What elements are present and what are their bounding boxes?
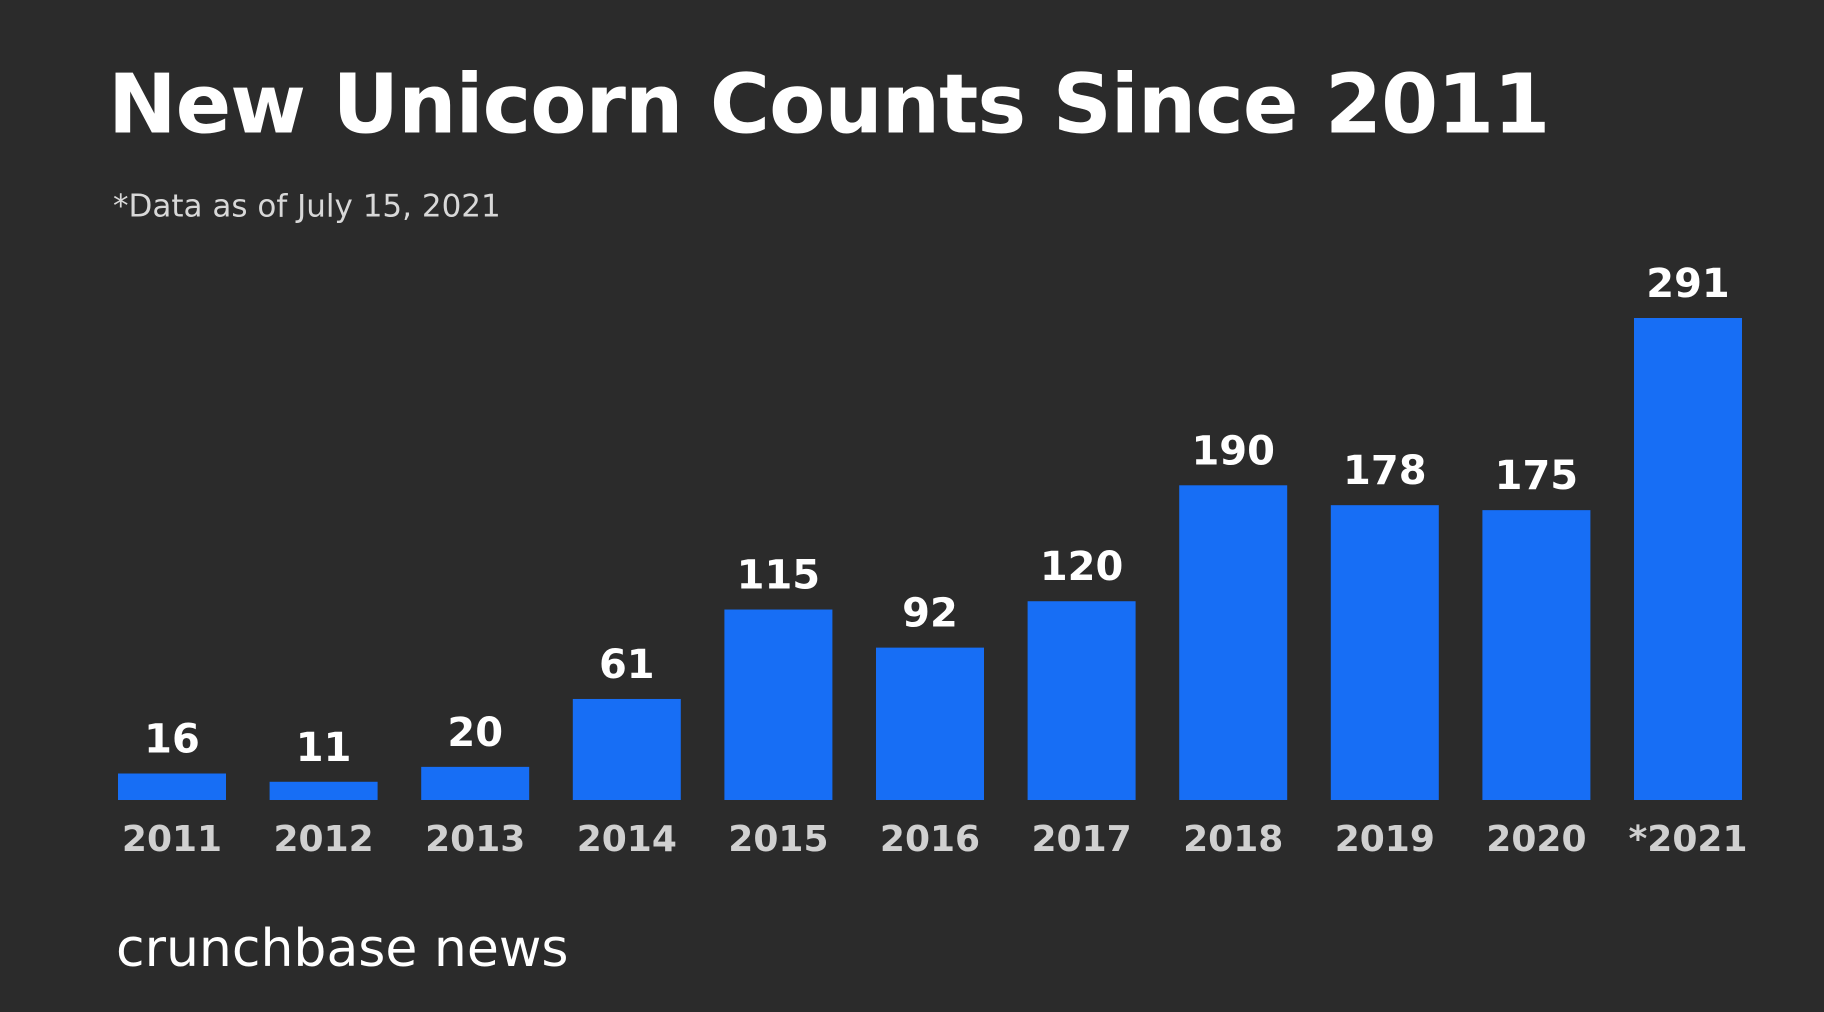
x-tick-label: 2013	[425, 819, 525, 860]
bar	[1027, 601, 1136, 800]
value-label: 120	[1040, 544, 1124, 590]
bar	[876, 647, 984, 800]
x-tick-label: 2020	[1486, 819, 1586, 860]
x-tick-label: 2012	[273, 819, 373, 860]
bar	[572, 698, 681, 800]
bar	[724, 609, 833, 800]
source-brand: crunchbase news	[116, 919, 569, 979]
value-label: 20	[447, 710, 503, 756]
value-label: 291	[1646, 261, 1730, 307]
chart-title: New Unicorn Counts Since 2011	[108, 57, 1549, 152]
bar	[1482, 510, 1591, 800]
value-label: 16	[144, 716, 200, 762]
x-tick-label: 2014	[577, 819, 677, 860]
x-tick-label: 2017	[1031, 819, 1131, 860]
chart-subtitle: *Data as of July 15, 2021	[113, 189, 501, 225]
value-label: 115	[737, 553, 821, 599]
x-tick-label: 2019	[1335, 819, 1435, 860]
bar	[1634, 318, 1742, 800]
value-label: 92	[902, 591, 958, 637]
bar	[421, 766, 530, 800]
bar	[1179, 485, 1288, 800]
bar	[1330, 505, 1439, 800]
value-label: 61	[599, 642, 655, 688]
bar	[269, 781, 378, 800]
x-tick-label: 2016	[880, 819, 980, 860]
x-tick-label: 2011	[122, 819, 222, 860]
value-label: 11	[296, 725, 352, 771]
value-label: 178	[1343, 448, 1427, 494]
value-label: 175	[1495, 453, 1579, 499]
value-label: 190	[1191, 428, 1275, 474]
bar	[118, 773, 226, 800]
x-tick-label: 2018	[1183, 819, 1283, 860]
x-tick-label: *2021	[1628, 819, 1747, 860]
x-tick-label: 2015	[728, 819, 828, 860]
